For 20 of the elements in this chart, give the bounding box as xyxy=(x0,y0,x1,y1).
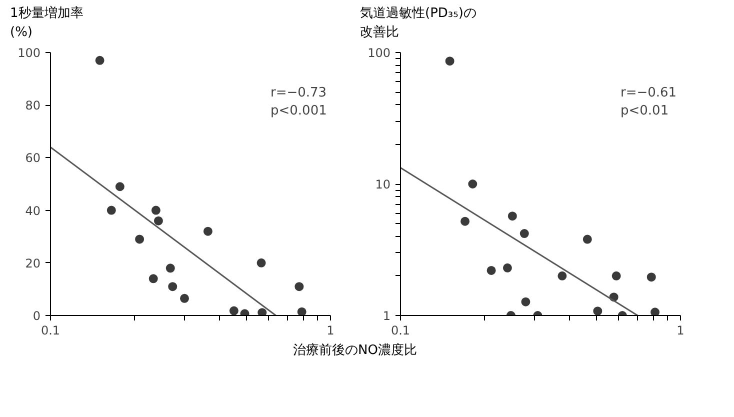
x-tick-label: 1 xyxy=(676,324,684,338)
x-tick-label: 1 xyxy=(326,324,334,338)
x-tick-label: 0.1 xyxy=(390,324,410,338)
y-tick-label: 60 xyxy=(25,151,41,166)
y-tick-label: 100 xyxy=(368,46,390,60)
y-tick-label: 0 xyxy=(32,309,41,324)
annotation: p<0.001 xyxy=(270,104,327,119)
x-axis-title: 治療前後のNO濃度比 xyxy=(293,342,417,360)
y-tick-label: 10 xyxy=(375,178,391,192)
annotation: r=−0.73 xyxy=(270,86,327,101)
y-axis-title: 1秒量増加率 (%) xyxy=(10,5,84,42)
annotation: r=−0.61 xyxy=(620,86,677,101)
y-tick-label: 100 xyxy=(18,46,40,60)
y-axis-title: 気道過敏性(PD₃₅)の改善比 xyxy=(360,5,478,42)
y-tick-label: 80 xyxy=(25,98,41,113)
y-tick-label: 40 xyxy=(25,204,41,218)
y-tick-label: 1 xyxy=(382,309,391,324)
y-tick-label: 20 xyxy=(25,256,41,271)
x-tick-label: 0.1 xyxy=(40,324,60,338)
annotation: p<0.01 xyxy=(620,104,669,119)
